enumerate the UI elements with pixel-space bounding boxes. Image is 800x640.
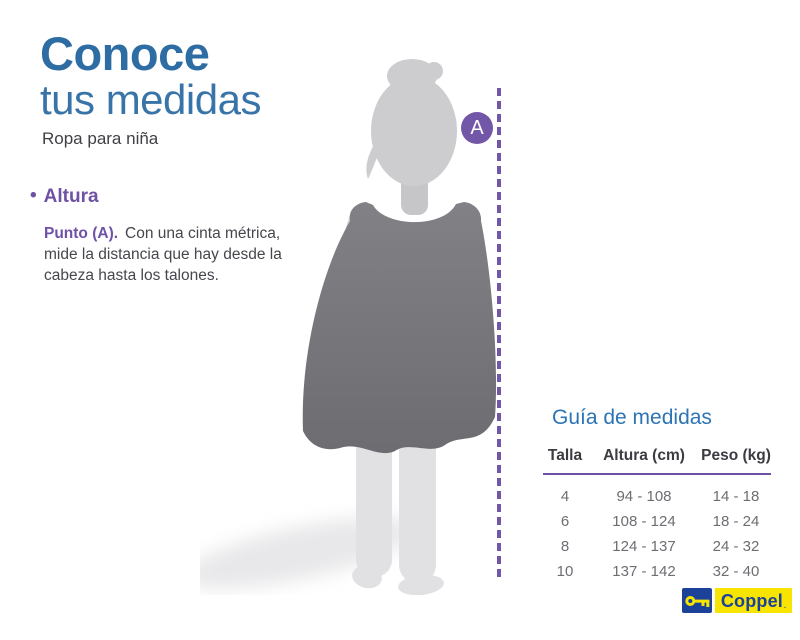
table-header-row: Talla Altura (cm) Peso (kg) xyxy=(543,447,771,475)
altura-heading: • Altura xyxy=(30,185,282,208)
bullet-icon: • xyxy=(30,185,37,206)
column-header-peso: Peso (kg) xyxy=(701,447,771,475)
altura-heading-label: Altura xyxy=(43,186,99,207)
description-line-2: mide la distancia que hay desde la xyxy=(44,246,282,263)
peso-value: 14 - 18 xyxy=(712,488,760,505)
altura-value: 94 - 108 xyxy=(616,488,672,505)
coppel-logo: Coppel. xyxy=(682,588,792,613)
page-title-line2: tus medidas xyxy=(40,76,261,123)
peso-value: 24 - 32 xyxy=(712,538,760,555)
key-icon xyxy=(682,588,712,613)
point-a-badge: A xyxy=(461,112,493,144)
head xyxy=(366,59,457,186)
description-line-1: Con una cinta métrica, xyxy=(125,225,281,242)
altura-value: 108 - 124 xyxy=(612,513,676,530)
size-guide-table: Talla Altura (cm) Peso (kg) 4 94 - 108 1… xyxy=(543,447,771,584)
column-header-altura: Altura (cm) xyxy=(587,447,701,475)
height-measure-dashed-line xyxy=(497,88,501,582)
size-guide-title: Guía de medidas xyxy=(552,406,712,429)
talla-value: 4 xyxy=(560,488,570,505)
brand-mark: . xyxy=(784,603,787,610)
altura-description: Punto (A). Con una cinta métrica, mide la … xyxy=(44,223,282,286)
table-row: 8 124 - 137 24 - 32 xyxy=(543,534,771,559)
peso-value: 32 - 40 xyxy=(712,563,760,580)
table-row: 6 108 - 124 18 - 24 xyxy=(543,509,771,534)
girl-silhouette xyxy=(200,59,497,595)
dress xyxy=(302,202,497,454)
title-block: Conoce tus medidas Ropa para niña xyxy=(40,30,261,149)
brand-text: Coppel xyxy=(720,591,784,611)
altura-value: 137 - 142 xyxy=(612,563,676,580)
description-line-3: cabeza hasta los talones. xyxy=(44,267,219,284)
size-guide: Guía de medidas Talla Altura (cm) Peso (… xyxy=(543,406,771,584)
table-row: 10 137 - 142 32 - 40 xyxy=(543,559,771,584)
coppel-wordmark: Coppel. xyxy=(715,588,792,613)
talla-value: 6 xyxy=(560,513,570,530)
point-a-label: Punto (A). xyxy=(44,225,119,242)
page-subtitle: Ropa para niña xyxy=(42,129,159,148)
column-header-talla: Talla xyxy=(543,447,587,475)
altura-section: • Altura Punto (A). Con una cinta métrica,… xyxy=(30,185,282,286)
peso-value: 18 - 24 xyxy=(712,513,760,530)
page-title: Conoce xyxy=(40,27,210,80)
altura-value: 124 - 137 xyxy=(612,538,676,555)
talla-value: 8 xyxy=(560,538,570,555)
talla-value: 10 xyxy=(556,563,574,580)
table-row: 4 94 - 108 14 - 18 xyxy=(543,474,771,509)
